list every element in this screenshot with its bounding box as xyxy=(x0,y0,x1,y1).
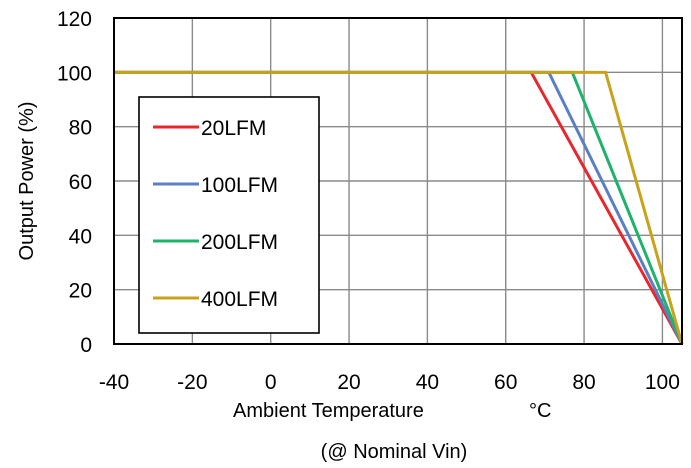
legend-label: 100LFM xyxy=(201,174,278,197)
legend-box xyxy=(138,96,320,334)
y-tick-label: 0 xyxy=(80,334,92,357)
y-tick-label: 80 xyxy=(69,117,92,140)
legend: 20LFM 100LFM 200LFM 400LFM xyxy=(138,96,320,334)
tick-layer: -40 -20 0 20 40 60 80 100 0 20 40 60 80 100 120 xyxy=(57,8,680,394)
x-tick-label: 60 xyxy=(494,371,517,394)
x-axis-unit: °C xyxy=(529,400,551,422)
x-tick-label: -40 xyxy=(99,371,129,394)
y-tick-label: 20 xyxy=(69,280,92,303)
x-tick-label: 20 xyxy=(337,371,360,394)
y-tick-label: 40 xyxy=(69,225,92,248)
x-tick-label: 100 xyxy=(645,371,680,394)
y-tick-label: 100 xyxy=(57,62,92,85)
legend-label: 200LFM xyxy=(201,231,278,254)
x-tick-label: 40 xyxy=(416,371,439,394)
x-tick-label: 80 xyxy=(572,371,595,394)
legend-label: 20LFM xyxy=(201,117,266,140)
y-tick-label: 120 xyxy=(57,8,92,31)
series-line-400lfm xyxy=(114,70,684,345)
y-axis-title: Output Power (%) xyxy=(16,102,38,261)
x-axis-title: Ambient Temperature xyxy=(233,400,424,422)
plot-frame xyxy=(113,17,683,345)
x-tick-label: 0 xyxy=(265,371,277,394)
series-layer xyxy=(114,70,684,345)
legend-label: 400LFM xyxy=(201,288,278,311)
x-tick-label: -20 xyxy=(177,371,207,394)
chart-note: (@ Nominal Vin) xyxy=(321,441,468,463)
y-tick-label: 60 xyxy=(69,171,92,194)
